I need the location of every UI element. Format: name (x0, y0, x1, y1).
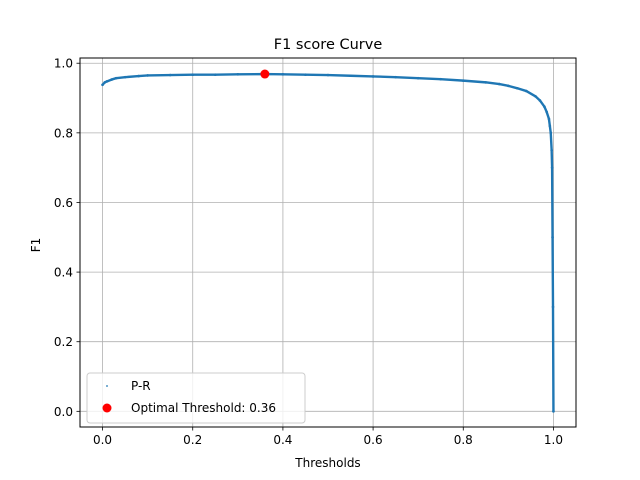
pr-data-point (551, 235, 554, 239)
pr-data-point (371, 75, 375, 78)
grid (80, 58, 576, 427)
pr-data-point (538, 99, 542, 102)
pr-data-point (484, 81, 488, 84)
legend-label-pr: P-R (131, 379, 151, 393)
pr-data-point (326, 73, 330, 77)
pr-data-point (146, 74, 149, 77)
pr-data-point (507, 84, 510, 88)
pr-data-point (439, 77, 443, 81)
pr-data-point (137, 74, 140, 78)
pr-data-point (114, 76, 118, 80)
pr-data-point (103, 81, 107, 84)
x-tick-label: 1.0 (544, 433, 563, 447)
series-layer (101, 69, 555, 413)
pr-data-point (525, 89, 528, 93)
pr-data-point (551, 305, 555, 309)
pr-data-point (304, 73, 307, 77)
y-tick-label: 1.0 (54, 57, 73, 71)
y-tick-label: 0.8 (54, 126, 73, 140)
pr-data-point (236, 73, 240, 76)
pr-data-point (550, 166, 554, 169)
chart-title: F1 score Curve (274, 37, 383, 53)
x-tick-label: 0.2 (183, 433, 202, 447)
optimal-threshold-point (260, 69, 270, 79)
pr-data-point (552, 410, 555, 413)
pr-data-point (516, 86, 519, 90)
x-tick-label: 0.6 (364, 433, 383, 447)
pr-data-point (105, 80, 109, 83)
legend-box (86, 372, 306, 424)
pr-data-point (349, 74, 352, 78)
pr-data-point (461, 79, 465, 82)
pr-data-point (281, 73, 285, 76)
x-axis-label: Thresholds (294, 456, 360, 470)
pr-data-point (549, 131, 553, 135)
pr-data-point (394, 75, 397, 79)
ticks: 0.0 0.2 0.4 0.6 0.8 1.0 0.0 0.2 0.4 0.6 0.8 1.0 (54, 57, 563, 447)
pr-data-point (191, 73, 195, 77)
axes-frame (79, 57, 577, 428)
pr-data-point (548, 124, 552, 128)
pr-data-point (110, 78, 113, 81)
pr-data-point (534, 94, 537, 98)
pr-data-point (101, 83, 104, 87)
x-tick-label: 0.8 (454, 433, 473, 447)
y-tick-label: 0.2 (54, 335, 73, 349)
pr-data-point (498, 82, 501, 86)
pr-data-point (550, 148, 553, 152)
legend-label-optimal: Optimal Threshold: 0.36 (131, 401, 276, 415)
x-tick-label: 0.0 (93, 433, 112, 447)
y-axis-label: F1 (29, 238, 43, 253)
legend: P-R Optimal Threshold: 0.36 (86, 372, 306, 424)
legend-marker-optimal (102, 403, 112, 413)
pr-data-point (416, 76, 420, 80)
pr-data-point (543, 105, 546, 109)
pr-data-point (123, 75, 127, 79)
legend-marker-pr (106, 385, 108, 387)
y-tick-label: 0.0 (54, 405, 73, 419)
pr-data-point (168, 73, 172, 77)
pr-data-point (213, 73, 217, 77)
x-tick-label: 0.4 (273, 433, 292, 447)
pr-data-point (545, 110, 548, 114)
y-tick-label: 0.6 (54, 196, 73, 210)
pr-data-point (547, 117, 551, 121)
y-tick-label: 0.4 (54, 266, 73, 280)
